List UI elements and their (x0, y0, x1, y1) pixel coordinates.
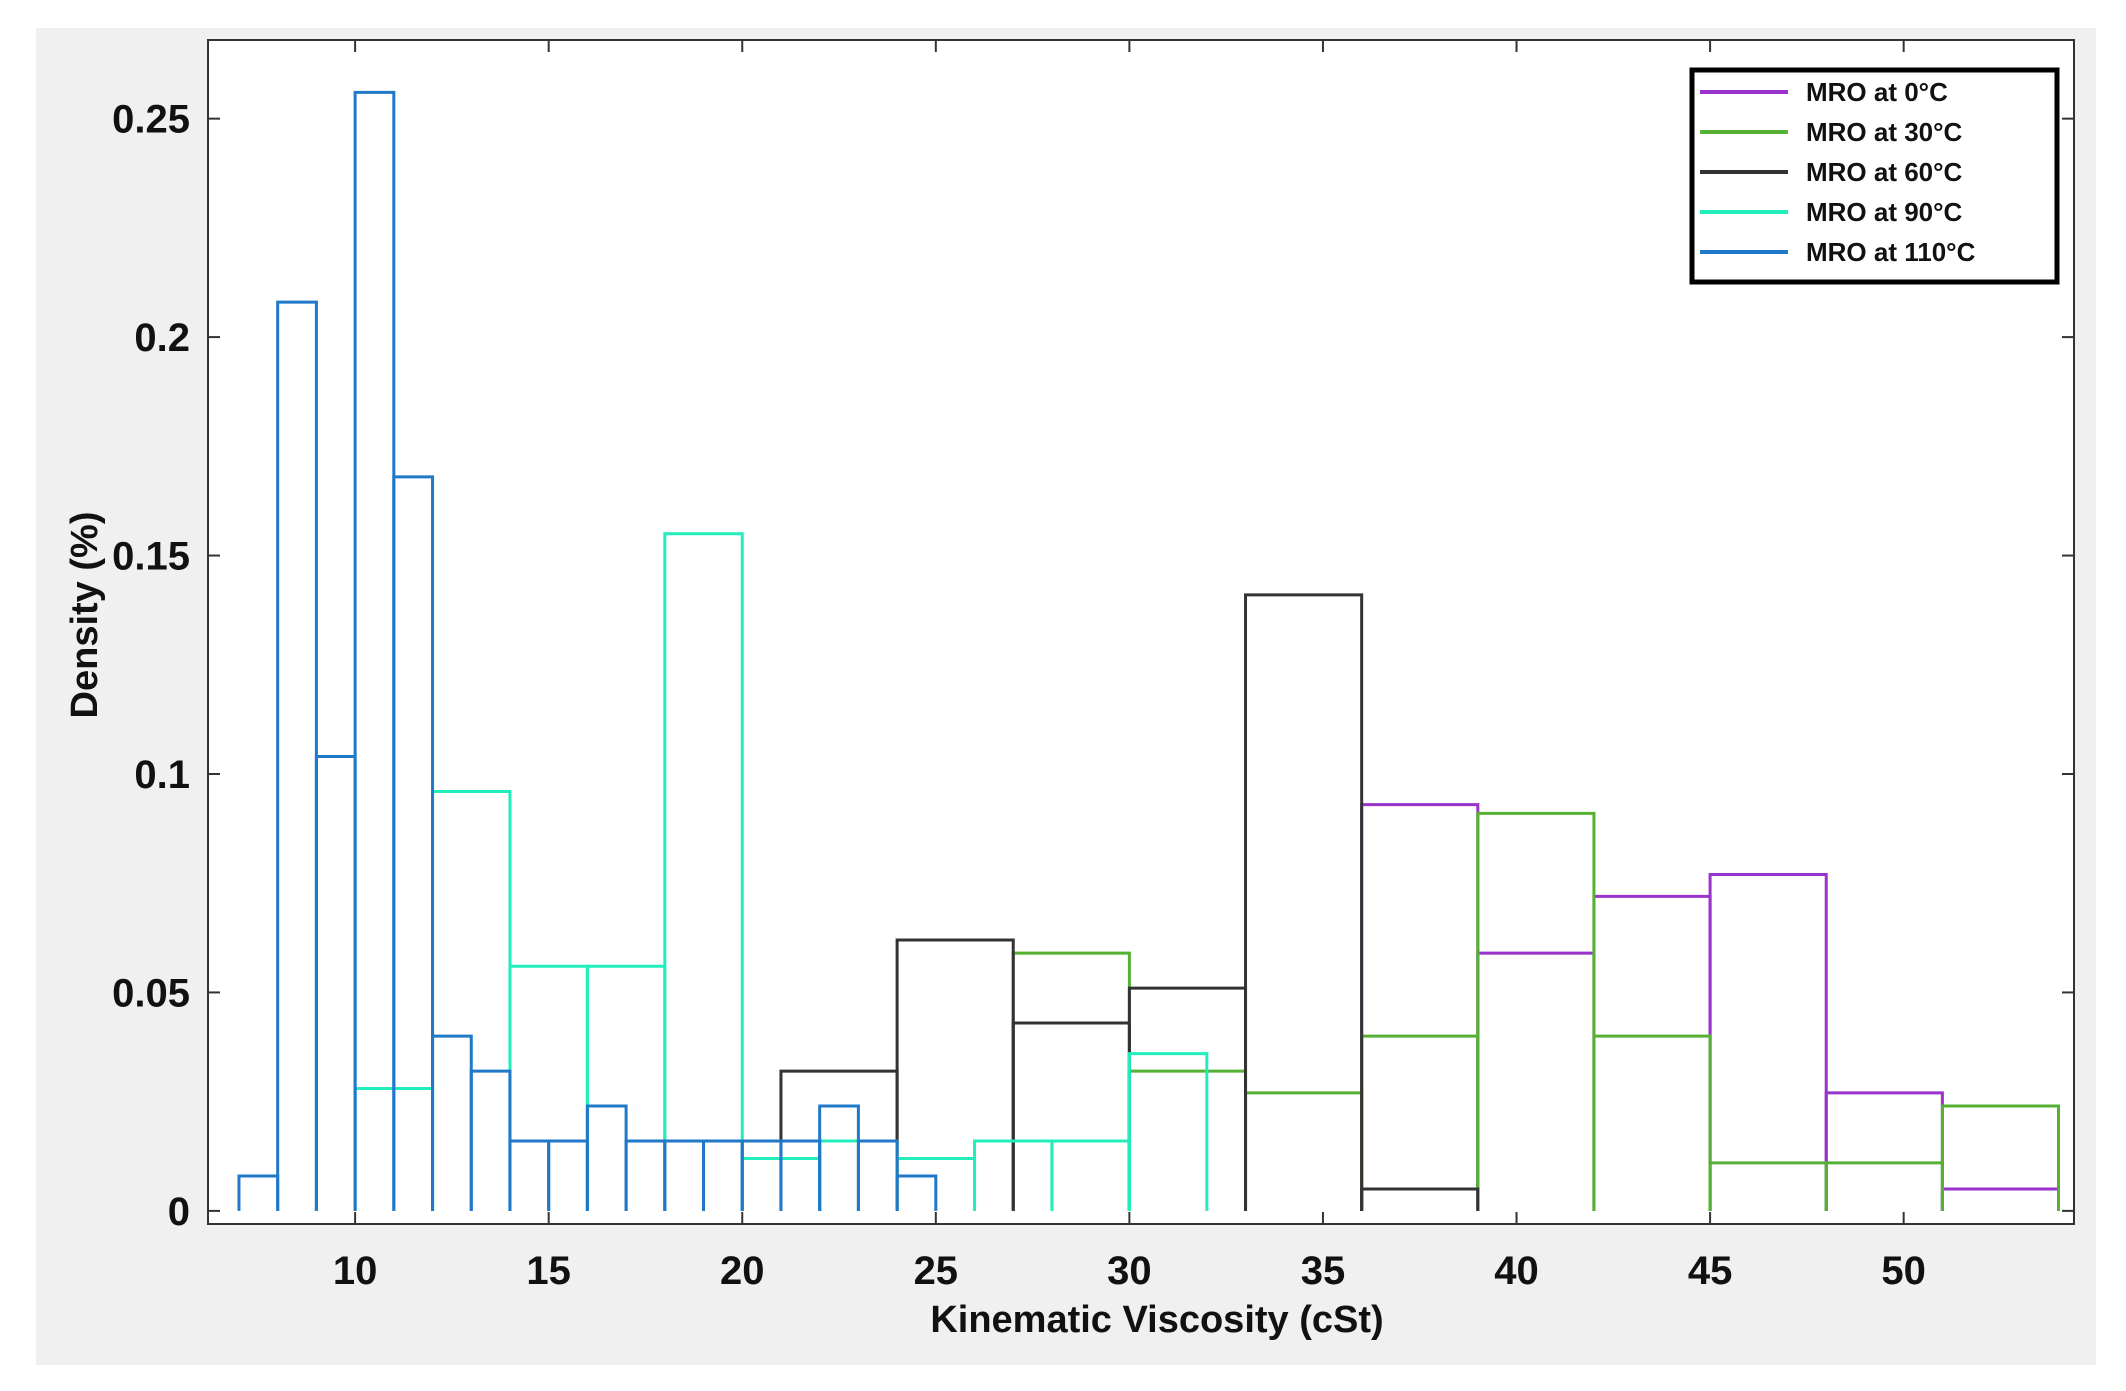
y-tick-label: 0.25 (112, 98, 190, 142)
histogram-bar (895, 1174, 938, 1211)
histogram-bar (1940, 1104, 2061, 1211)
legend-box (1689, 67, 2060, 285)
legend: MRO at 0°C MRO at 30°C MRO at 60°C MRO at 9… (1689, 67, 2060, 285)
legend-entry: MRO at 60°C (1806, 157, 1963, 187)
y-tick-label: 0.1 (134, 753, 190, 797)
y-tick-label: 0.15 (112, 535, 190, 579)
x-tick-label: 20 (720, 1249, 765, 1293)
x-tick-label: 40 (1494, 1249, 1539, 1293)
legend-entry: MRO at 90°C (1806, 197, 1963, 227)
x-tick-label: 25 (914, 1249, 959, 1293)
x-tick-label: 45 (1688, 1249, 1733, 1293)
x-tick-label: 15 (526, 1249, 571, 1293)
histogram-bar (663, 532, 744, 1211)
y-tick-label: 0.05 (112, 971, 190, 1015)
histogram-bar (1592, 1034, 1712, 1211)
histogram-bar (1360, 1187, 1480, 1211)
histogram-bars (237, 90, 2061, 1211)
series-mro-at-110-c (237, 90, 938, 1211)
x-tick-label: 30 (1107, 1249, 1152, 1293)
x-tick-label: 10 (333, 1249, 378, 1293)
y-axis-label: Density (%) (64, 512, 106, 719)
histogram-bar (1476, 811, 1596, 1211)
histogram-bar (392, 475, 435, 1211)
y-tick-label: 0 (168, 1190, 190, 1234)
x-tick-label: 50 (1881, 1249, 1926, 1293)
x-tick-labels: 10 15 20 25 30 35 40 45 50 (333, 1249, 1926, 1293)
histogram-bar (1244, 593, 1364, 1211)
legend-entry: MRO at 0°C (1806, 77, 1948, 107)
plot-frame (207, 39, 2075, 1225)
histogram-bar (1127, 1052, 1209, 1211)
y-tick-labels: 0 0.05 0.1 0.15 0.2 0.25 (112, 98, 190, 1234)
x-tick-label: 35 (1301, 1249, 1346, 1293)
y-tick-label: 0.2 (134, 316, 190, 360)
legend-entry: MRO at 30°C (1806, 117, 1963, 147)
x-axis-label: Kinematic Viscosity (cSt) (930, 1299, 1383, 1341)
legend-entry: MRO at 110°C (1806, 237, 1976, 267)
axis-ticks (208, 40, 2074, 1224)
